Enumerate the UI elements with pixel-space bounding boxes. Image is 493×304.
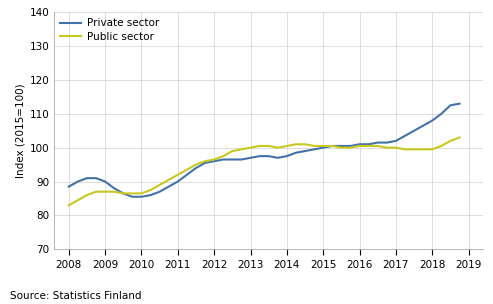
Private sector (311, 147, 317, 151)
Public sector (302, 143, 308, 146)
Private sector (239, 158, 245, 161)
Private sector (438, 112, 444, 116)
Public sector (293, 143, 299, 146)
Private sector (375, 141, 381, 144)
Public sector (102, 190, 108, 194)
Text: Source: Statistics Finland: Source: Statistics Finland (10, 291, 141, 301)
Private sector (302, 149, 308, 153)
Private sector (157, 190, 163, 194)
Private sector (111, 186, 117, 190)
Public sector (220, 154, 226, 158)
Public sector (93, 190, 99, 194)
Public sector (384, 146, 390, 150)
Public sector (184, 168, 190, 171)
Private sector (284, 154, 290, 158)
Private sector (102, 180, 108, 183)
Private sector (211, 159, 217, 163)
Public sector (356, 144, 362, 148)
Public sector (66, 203, 71, 207)
Private sector (457, 102, 462, 105)
Private sector (420, 124, 426, 127)
Private sector (193, 166, 199, 170)
Public sector (75, 198, 81, 202)
Public sector (211, 158, 217, 161)
Public sector (229, 149, 235, 153)
Public sector (84, 193, 90, 197)
Private sector (320, 146, 326, 150)
Private sector (338, 144, 344, 148)
Private sector (366, 143, 372, 146)
Private sector (429, 119, 435, 123)
Public sector (130, 192, 136, 195)
Private sector (184, 173, 190, 177)
Public sector (393, 146, 399, 150)
Private sector (130, 195, 136, 199)
Private sector (384, 141, 390, 144)
Line: Public sector: Public sector (69, 137, 459, 205)
Public sector (284, 144, 290, 148)
Public sector (193, 163, 199, 166)
Public sector (411, 147, 417, 151)
Public sector (157, 183, 163, 187)
Public sector (457, 136, 462, 139)
Legend: Private sector, Public sector: Private sector, Public sector (57, 15, 162, 45)
Public sector (175, 173, 181, 177)
Public sector (320, 144, 326, 148)
Private sector (220, 158, 226, 161)
Private sector (448, 103, 454, 107)
Private sector (402, 134, 408, 138)
Private sector (229, 158, 235, 161)
Private sector (202, 161, 208, 165)
Private sector (411, 129, 417, 133)
Private sector (293, 151, 299, 154)
Public sector (202, 159, 208, 163)
Public sector (166, 178, 172, 182)
Private sector (348, 144, 353, 148)
Private sector (257, 154, 263, 158)
Public sector (111, 190, 117, 194)
Public sector (329, 144, 335, 148)
Private sector (120, 192, 126, 195)
Public sector (429, 147, 435, 151)
Public sector (311, 144, 317, 148)
Public sector (120, 192, 126, 195)
Private sector (66, 185, 71, 188)
Private sector (93, 176, 99, 180)
Y-axis label: Index (2015=100): Index (2015=100) (15, 83, 26, 178)
Public sector (257, 144, 263, 148)
Public sector (147, 188, 153, 192)
Public sector (438, 144, 444, 148)
Private sector (329, 144, 335, 148)
Public sector (275, 146, 281, 150)
Private sector (75, 180, 81, 183)
Private sector (266, 154, 272, 158)
Private sector (166, 185, 172, 188)
Public sector (402, 147, 408, 151)
Public sector (366, 144, 372, 148)
Private sector (275, 156, 281, 160)
Private sector (393, 139, 399, 143)
Private sector (247, 156, 253, 160)
Public sector (338, 146, 344, 150)
Private sector (139, 195, 144, 199)
Private sector (147, 193, 153, 197)
Public sector (239, 147, 245, 151)
Public sector (375, 144, 381, 148)
Line: Private sector: Private sector (69, 104, 459, 197)
Public sector (348, 146, 353, 150)
Private sector (356, 143, 362, 146)
Private sector (84, 176, 90, 180)
Public sector (420, 147, 426, 151)
Private sector (175, 180, 181, 183)
Public sector (247, 146, 253, 150)
Public sector (266, 144, 272, 148)
Public sector (448, 139, 454, 143)
Public sector (139, 192, 144, 195)
